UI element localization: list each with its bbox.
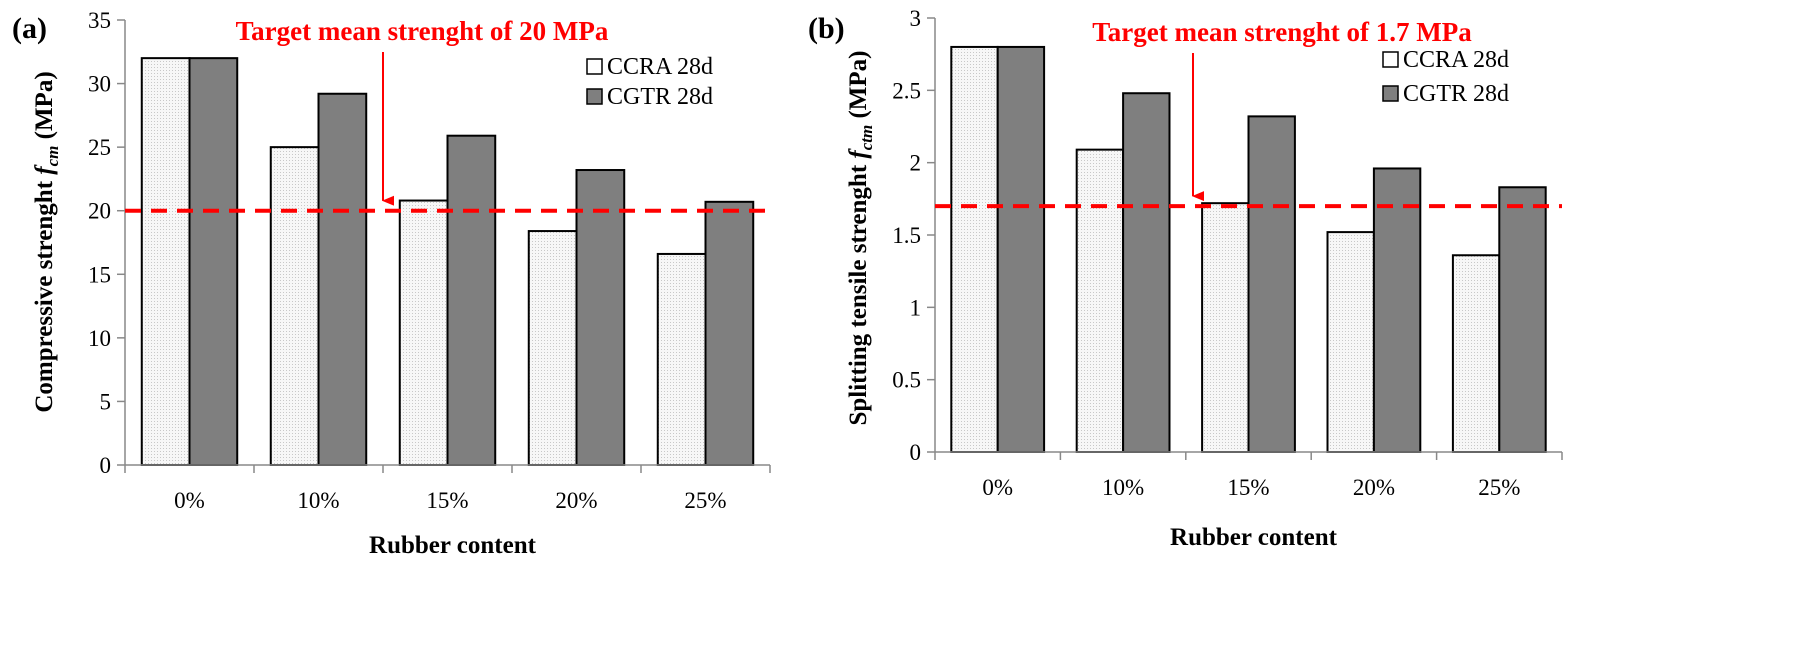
bar-ccra-25pct [656, 252, 707, 466]
y-axis-title-sub: ctm [857, 125, 876, 151]
y-tick-label: 0 [100, 453, 112, 478]
x-axis-title: Rubber content [1170, 524, 1338, 551]
bar-cgtr-25pct [1498, 186, 1547, 453]
bar-cgtr-10pct [1122, 92, 1171, 454]
y-axis-title-text: Compressive strenght [31, 175, 58, 413]
y-axis-title-unit: (MPa) [31, 71, 58, 145]
bar-cgtr-20pct [1372, 167, 1422, 453]
bar-cgtr-0pct [188, 57, 239, 467]
legend-swatch-ccra [1382, 51, 1399, 68]
bar-ccra-20pct [1326, 231, 1375, 453]
y-tick-label: 15 [88, 262, 111, 287]
y-tick-label: 10 [88, 326, 111, 351]
x-tick-label: 20% [1353, 475, 1395, 500]
y-tick-label: 1 [910, 295, 922, 320]
bar-ccra-15pct [1201, 202, 1250, 453]
y-axis-title-var: f [845, 148, 872, 159]
legend-label-cgtr: CGTR 28d [607, 84, 713, 110]
y-tick-label: 25 [88, 135, 111, 160]
bar-ccra-20pct [527, 230, 578, 466]
y-tick-label: 1.5 [892, 223, 921, 248]
y-tick-label: 35 [88, 8, 111, 33]
x-tick-label: 10% [1102, 475, 1144, 500]
x-tick-label: 20% [555, 488, 597, 513]
y-axis-title-text: Splitting tensile strenght [845, 159, 872, 426]
bar-ccra-0pct [140, 57, 191, 467]
legend-label-cgtr: CGTR 28d [1403, 81, 1509, 107]
chart-panel-a: (a) 0 5 10 15 20 25 30 35 0% 10% 15% 20% 25% Rubber co… [12, 8, 771, 559]
x-axis-title: Rubber content [369, 532, 537, 559]
panel-label: (b) [808, 12, 845, 45]
y-axis-title: Splitting tensile strenght fctm (MPa) [845, 50, 876, 425]
x-tick-label: 25% [684, 488, 726, 513]
bar-cgtr-0pct [996, 45, 1046, 454]
y-tick-label: 20 [88, 199, 111, 224]
x-tick-label: 0% [174, 488, 205, 513]
y-axis-title-var: f [31, 164, 58, 175]
chart-panel-b: (b) 0 0.5 1 1.5 2 2.5 3 0% 10% 15% 20% 25% Rubber con… [808, 6, 1563, 551]
x-tick-label: 0% [982, 475, 1013, 500]
legend-label-ccra: CCRA 28d [1403, 47, 1509, 73]
y-tick-label: 5 [100, 389, 112, 414]
y-tick-label: 0.5 [892, 368, 921, 393]
x-tick-label: 25% [1478, 475, 1520, 500]
y-tick-label: 2 [910, 151, 922, 176]
y-tick-label: 2.5 [892, 78, 921, 103]
bar-ccra-0pct [950, 45, 999, 454]
legend-swatch-ccra [586, 58, 603, 75]
y-tick-label: 3 [910, 6, 922, 31]
y-tick-label: 0 [910, 440, 922, 465]
legend-swatch-cgtr [1382, 85, 1399, 102]
legend-label-ccra: CCRA 28d [607, 54, 713, 80]
bar-cgtr-15pct [1247, 115, 1296, 454]
bar-ccra-25pct [1451, 254, 1501, 453]
bar-ccra-15pct [398, 199, 449, 467]
bar-ccra-10pct [1075, 148, 1125, 453]
panel-label: (a) [12, 12, 47, 45]
bar-cgtr-25pct [704, 200, 755, 466]
bar-cgtr-10pct [317, 92, 368, 466]
y-axis-title-unit: (MPa) [845, 50, 872, 124]
y-axis-title-sub: cm [43, 146, 62, 167]
x-tick-label: 15% [1227, 475, 1269, 500]
legend-swatch-cgtr [586, 88, 603, 105]
y-tick-label: 30 [88, 72, 111, 97]
target-annotation: Target mean strenght of 1.7 MPa [1092, 17, 1472, 47]
y-axis-title: Compressive strenght fcm (MPa) [31, 71, 62, 412]
bar-cgtr-15pct [446, 134, 497, 466]
x-tick-label: 10% [297, 488, 339, 513]
x-tick-label: 15% [426, 488, 468, 513]
bar-ccra-10pct [269, 146, 320, 466]
target-annotation: Target mean strenght of 20 MPa [236, 16, 609, 46]
bar-cgtr-20pct [575, 169, 626, 466]
